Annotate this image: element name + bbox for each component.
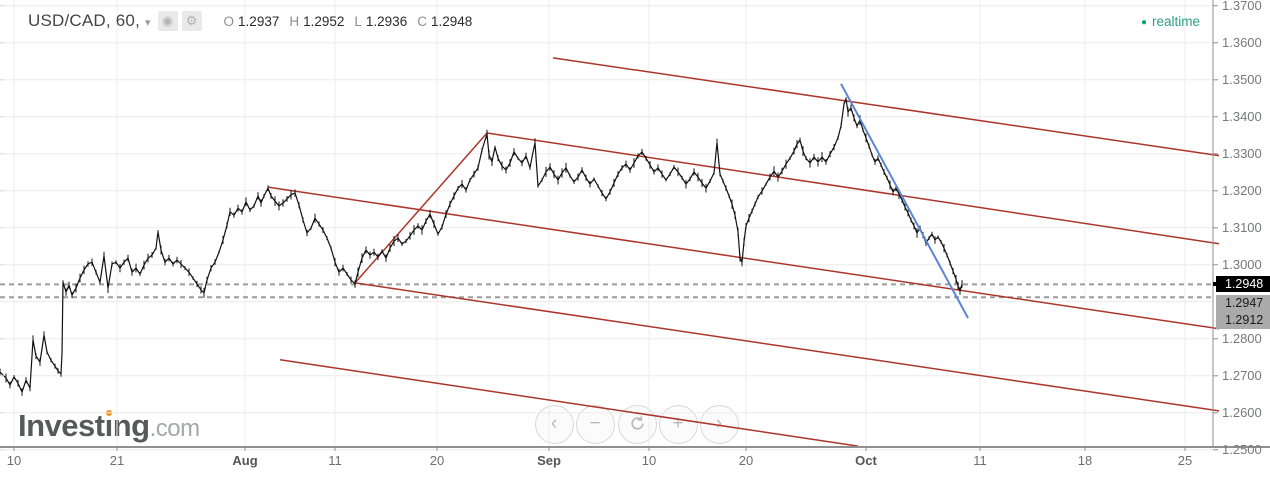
ohlc-value: 1.2937 [238,13,280,29]
price-axis-label: 1.3400 [1222,108,1262,124]
trendline-red-1[interactable] [552,57,1220,157]
ohlc-letter: C [417,13,427,29]
zoom-out-button[interactable]: − [575,404,615,444]
gear-icon[interactable]: ⚙ [181,11,202,31]
ohlc-readout: O 1.2937 H 1.2952 L 1.2936 C 1.2948 [224,14,483,29]
ohlc-letter: L [354,13,362,29]
current-price-badge: 1.2948 [1216,276,1270,292]
logo-tld: .com [149,415,201,442]
time-axis-label: 11 [328,453,342,468]
ohlc-value: 1.2952 [303,13,345,29]
time-axis-label: 10 [6,453,22,468]
trendline-red-3[interactable] [354,132,488,284]
symbol-title: USD/CAD, 60, [28,11,140,30]
price-axis-label: 1.2800 [1222,330,1262,346]
price-axis-label: 1.3600 [1222,34,1262,50]
ohlc-letter: H [289,13,300,29]
chevron-down-icon[interactable]: ▾ [145,16,151,29]
time-axis-label: 20 [429,453,445,468]
chart-header: USD/CAD, 60, ▾ ◉ ⚙ O 1.2937 H 1.2952 L 1.2936… [28,9,482,33]
time-axis-label: 20 [738,453,754,468]
trendline-red-4[interactable] [267,186,1220,330]
realtime-badge: ● realtime [1141,13,1200,31]
price-axis-label: 1.2600 [1222,404,1262,420]
reset-zoom-button[interactable] [617,404,657,444]
ohlc-letter: O [223,13,235,29]
time-axis-label: 11 [973,453,987,468]
trendline-red-5[interactable] [354,282,1220,412]
price-axis-label: 1.3500 [1222,71,1262,87]
price-axis-label: 1.3200 [1222,182,1262,198]
price-series-bars [0,97,963,396]
ohlc-value: 1.2948 [430,13,473,29]
time-axis-label: 25 [1177,453,1193,468]
time-axis-label: Aug [232,453,258,468]
alert-price-badge: 1.2912 [1216,312,1270,329]
trendline-red-2[interactable] [486,132,1220,245]
alert-price-badge: 1.2947 [1216,295,1270,312]
price-axis-label: 1.3700 [1222,0,1262,13]
pan-left-button[interactable]: ‹ [534,404,574,444]
time-axis-label: Sep [537,453,561,468]
time-axis-label: 21 [109,453,125,468]
ohlc-value: 1.2936 [365,13,408,29]
time-axis-label: 18 [1077,453,1093,468]
price-axis-label: 1.3000 [1222,256,1262,272]
logo-brand: Investıng [18,408,150,443]
pan-right-button[interactable]: › [699,404,739,444]
investing-logo: Investıng.com [18,408,200,444]
realtime-dot-icon: ● [1141,17,1148,28]
time-axis-label: 10 [641,453,657,468]
eye-icon[interactable]: ◉ [157,11,178,31]
zoom-in-button[interactable]: + [658,404,698,444]
trendline-red-6[interactable] [279,359,859,447]
realtime-label: realtime [1152,14,1201,29]
price-series [0,96,963,394]
price-axis[interactable]: 1.3700 1.3600 1.3500 1.3400 1.3300 1.3200 1.31… [1213,0,1270,457]
price-axis-label: 1.3300 [1222,145,1262,161]
price-axis-label: 1.2700 [1222,367,1262,383]
price-axis-label: 1.3100 [1222,219,1262,235]
time-axis[interactable]: 10 21 Aug 11 20 Sep 10 20 Oct 11 18 25 [0,447,1213,478]
reload-icon [630,415,644,430]
price-axis-label: 1.2500 [1222,441,1262,457]
time-axis-label: Oct [855,453,877,468]
trendline-blue[interactable] [840,83,969,319]
